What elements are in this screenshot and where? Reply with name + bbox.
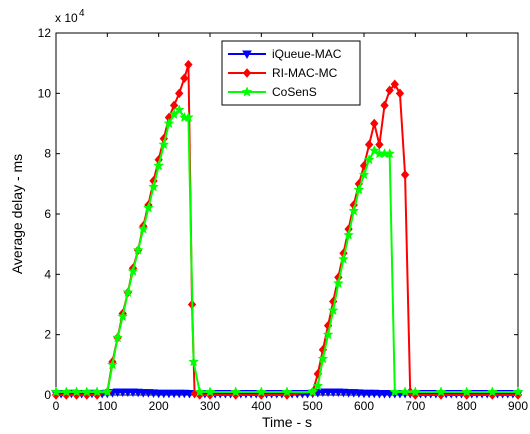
data-point [322, 329, 334, 340]
series-markers-cosens [50, 104, 524, 397]
data-point [364, 139, 374, 150]
data-point [384, 147, 396, 159]
data-point [358, 169, 370, 180]
data-point [390, 79, 399, 90]
data-point [400, 170, 410, 180]
y-tick-label: 4 [44, 267, 51, 281]
data-point [153, 160, 165, 171]
data-point [317, 353, 329, 364]
data-point [486, 386, 498, 397]
data-point [312, 380, 324, 391]
y-exponent-base: x 10 [55, 11, 78, 25]
data-point [399, 386, 411, 397]
data-point [137, 223, 149, 234]
data-point [338, 253, 349, 264]
legend-label: CoSenS [272, 85, 317, 99]
data-point [132, 244, 144, 255]
data-point [332, 277, 344, 288]
legend-marker [242, 50, 252, 60]
data-point [81, 386, 93, 397]
series-layer [50, 59, 524, 400]
data-point [107, 359, 118, 370]
data-point [281, 386, 293, 397]
x-axis-label: Time - s [262, 414, 312, 430]
y-tick-label: 0 [44, 388, 51, 402]
x-tick-label: 700 [405, 399, 425, 413]
data-point [143, 202, 154, 213]
y-axis-ticks: 0 2 4 6 8 10 12 [38, 26, 518, 402]
x-tick-label: 0 [53, 399, 60, 413]
data-point [175, 88, 184, 99]
data-point [194, 386, 206, 397]
data-point [327, 304, 339, 316]
data-point [112, 332, 123, 343]
data-point [204, 386, 216, 397]
y-exponent-power: 4 [79, 8, 85, 19]
data-point [230, 386, 242, 397]
y-tick-label: 6 [44, 207, 51, 221]
data-point [117, 310, 129, 322]
x-tick-label: 600 [354, 399, 374, 413]
data-point [461, 386, 473, 397]
y-axis-label: Average delay - ms [9, 154, 25, 274]
data-point [148, 181, 159, 192]
data-point [71, 386, 82, 397]
x-tick-label: 500 [303, 399, 323, 413]
data-point [363, 154, 375, 165]
data-point [409, 386, 421, 397]
x-tick-label: 100 [97, 399, 117, 413]
legend-marker [241, 86, 253, 97]
legend-label: iQueue-MAC [272, 47, 342, 61]
data-point [343, 229, 354, 240]
data-point [380, 100, 389, 111]
y-tick-label: 2 [44, 328, 51, 342]
x-tick-label: 300 [200, 399, 220, 413]
data-point [50, 386, 62, 397]
data-point [173, 104, 185, 115]
data-point [368, 144, 380, 156]
data-point [188, 356, 199, 367]
data-point [122, 286, 134, 298]
legend: iQueue-MAC RI-MAC-MC CoSenS [221, 40, 361, 106]
data-point [180, 73, 189, 84]
x-tick-label: 800 [457, 399, 477, 413]
data-point [435, 386, 447, 397]
legend-marker [242, 68, 252, 78]
data-point [91, 386, 103, 397]
data-point [183, 111, 194, 123]
data-point [184, 59, 193, 70]
data-point [163, 117, 175, 129]
data-point [127, 265, 139, 276]
data-point [101, 386, 113, 397]
data-point [512, 386, 524, 397]
y-tick-label: 12 [38, 26, 52, 40]
data-point [370, 118, 379, 129]
data-point [348, 205, 360, 216]
data-point [158, 138, 170, 150]
data-point [307, 386, 319, 397]
data-point [60, 386, 72, 397]
x-tick-label: 200 [149, 399, 169, 413]
data-point [353, 184, 365, 195]
x-tick-label: 900 [508, 399, 528, 413]
x-tick-label: 400 [251, 399, 271, 413]
data-point [385, 85, 394, 96]
data-point [389, 386, 401, 397]
data-point [395, 88, 405, 99]
data-point [255, 386, 267, 397]
y-tick-label: 8 [44, 147, 51, 161]
y-tick-label: 10 [38, 86, 52, 100]
x-axis-ticks: 0 100 200 300 400 500 600 700 800 900 [53, 33, 528, 413]
legend-label: RI-MAC-MC [272, 66, 338, 80]
